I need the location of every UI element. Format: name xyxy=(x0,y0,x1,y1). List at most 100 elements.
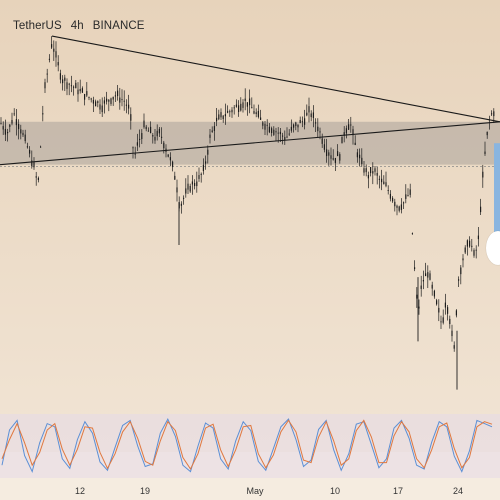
candle-body xyxy=(400,204,402,210)
candle-body xyxy=(145,126,147,130)
trendlines-layer[interactable] xyxy=(0,35,500,166)
candle-body xyxy=(64,77,66,81)
candle-body xyxy=(163,142,165,149)
candle-body xyxy=(29,149,31,154)
candle-body xyxy=(255,112,257,115)
candle-body xyxy=(251,107,253,109)
candle-body xyxy=(2,126,4,130)
candle-body xyxy=(130,114,132,121)
position-box[interactable] xyxy=(494,143,500,240)
drawing-handle[interactable] xyxy=(486,231,500,265)
candle-body xyxy=(352,129,354,136)
candle-body xyxy=(200,173,202,175)
candle-body xyxy=(277,132,279,134)
candle-body xyxy=(55,51,57,58)
candle-body xyxy=(75,82,77,89)
oscillator-band xyxy=(0,414,500,478)
candle-body xyxy=(398,206,400,211)
candle-body xyxy=(451,330,453,337)
candle-body xyxy=(0,123,2,125)
candle-body xyxy=(143,120,145,128)
candle-body xyxy=(473,250,475,256)
candle-body xyxy=(37,177,39,180)
candle-body xyxy=(491,113,493,115)
candle-body xyxy=(176,187,178,193)
candle-body xyxy=(482,171,484,178)
candle-body xyxy=(62,79,64,84)
candle-body xyxy=(286,136,288,138)
symbol-header[interactable]: TetherUS 4h BINANCE xyxy=(0,8,154,44)
candle-body xyxy=(213,126,215,131)
candle-body xyxy=(185,188,187,194)
candle-body xyxy=(345,128,347,134)
candle-body xyxy=(123,100,125,102)
candle-body xyxy=(194,182,196,186)
candle-body xyxy=(95,101,97,107)
candle-body xyxy=(33,162,35,168)
candle-body xyxy=(202,164,204,172)
candle-body xyxy=(328,152,330,156)
candle-body xyxy=(460,267,462,275)
candle-body xyxy=(477,235,479,240)
candle-body xyxy=(114,95,116,97)
candle-body xyxy=(31,160,33,167)
candle-body xyxy=(220,112,222,118)
candle-body xyxy=(290,126,292,131)
candle-body xyxy=(462,258,464,261)
candle-body xyxy=(88,97,90,99)
candle-body xyxy=(238,105,240,113)
candle-body xyxy=(90,98,92,100)
candle-body xyxy=(341,136,343,144)
candle-body xyxy=(279,131,281,135)
candle-body xyxy=(262,122,264,126)
candle-body xyxy=(356,152,358,158)
candle-body xyxy=(154,136,156,141)
candle-body xyxy=(339,154,341,161)
candle-body xyxy=(455,310,457,316)
candle-body xyxy=(101,105,103,113)
candle-body xyxy=(22,132,24,136)
candle-body xyxy=(125,104,127,106)
candle-body xyxy=(84,94,86,100)
time-axis-tick: 24 xyxy=(453,486,463,496)
candle-body xyxy=(334,158,336,163)
candle-body xyxy=(433,290,435,297)
candle-body xyxy=(449,318,451,325)
time-axis-tick: May xyxy=(246,486,264,496)
candle-body xyxy=(189,185,191,192)
candle-body xyxy=(249,98,251,106)
candle-body xyxy=(46,73,48,75)
descending-trendline[interactable] xyxy=(51,35,500,123)
candle-body xyxy=(308,106,310,113)
candle-body xyxy=(387,190,389,191)
candle-body xyxy=(427,272,429,278)
candle-body xyxy=(301,121,303,123)
candle-body xyxy=(209,134,211,138)
candle-body xyxy=(337,151,339,157)
candle-body xyxy=(416,294,418,299)
candle-body xyxy=(418,306,420,309)
candle-body xyxy=(295,122,297,126)
candle-body xyxy=(136,142,138,146)
candle-body xyxy=(348,124,350,130)
candle-body xyxy=(458,279,460,281)
candle-body xyxy=(167,154,169,157)
time-axis-tick: 19 xyxy=(140,486,150,496)
candle-body xyxy=(284,137,286,141)
candle-body xyxy=(117,90,119,97)
horizontal-trendline[interactable] xyxy=(0,121,500,166)
candle-body xyxy=(211,130,213,132)
candle-body xyxy=(231,109,233,113)
candle-body xyxy=(139,138,141,140)
candle-body xyxy=(66,82,68,89)
candle-body xyxy=(103,100,105,104)
candle-body xyxy=(18,124,20,130)
candle-body xyxy=(218,114,220,120)
candle-body xyxy=(317,126,319,132)
candle-body xyxy=(330,155,332,159)
candle-body xyxy=(240,103,242,111)
candle-body xyxy=(411,233,413,235)
candle-body xyxy=(150,126,152,134)
